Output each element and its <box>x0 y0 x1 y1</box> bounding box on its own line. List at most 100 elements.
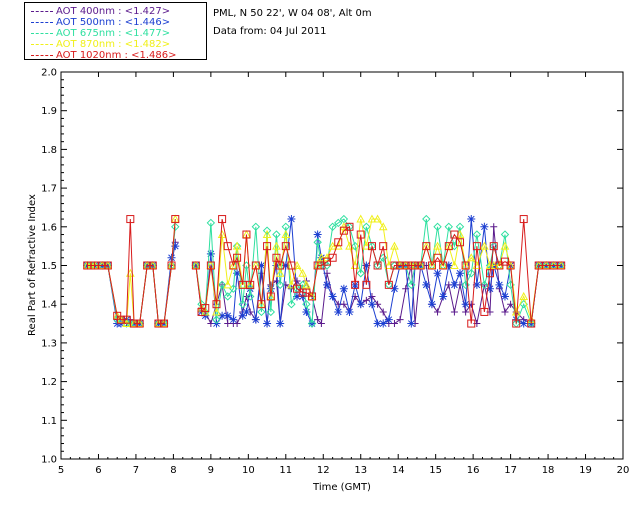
y-tick-label: 1.7 <box>41 184 57 195</box>
data-point <box>362 222 371 232</box>
data-point <box>218 215 227 224</box>
legend-swatch <box>31 10 53 12</box>
data-point <box>407 319 416 328</box>
y-tick-label: 1.8 <box>41 145 57 156</box>
data-point <box>171 242 180 251</box>
data-point <box>233 253 242 262</box>
data-point <box>328 222 337 232</box>
data-point <box>298 268 307 277</box>
data-point <box>444 261 453 270</box>
header-date: Data from: 04 Jul 2011 <box>213 26 327 37</box>
data-point <box>485 284 494 293</box>
data-point <box>444 242 453 251</box>
data-point <box>512 319 521 328</box>
y-axis-title: Real Part of Refractive Index <box>27 194 38 336</box>
data-point <box>480 222 489 231</box>
header-location: PML, N 50 22', W 04 08', Alt 0m <box>213 8 372 19</box>
x-axis-title: Time (GMT) <box>312 482 371 493</box>
legend-item-675: AOT 675nm : <1.477> <box>31 28 170 39</box>
data-point <box>467 269 476 278</box>
legend: AOT 400nm : <1.427> AOT 500nm : <1.446> … <box>24 2 207 61</box>
series-4 <box>83 215 566 328</box>
y-tick-label: 1.0 <box>41 455 57 466</box>
data-point <box>218 311 227 320</box>
legend-label: AOT 870nm : <1.482> <box>56 39 171 50</box>
data-point <box>390 241 399 250</box>
data-point <box>246 280 255 289</box>
data-point <box>276 261 285 270</box>
data-point <box>390 320 398 328</box>
data-point <box>223 242 232 251</box>
data-point <box>356 214 366 223</box>
data-point <box>467 319 476 328</box>
data-point <box>433 222 442 232</box>
data-point <box>98 261 107 270</box>
y-tick-label: 1.1 <box>41 416 57 427</box>
data-point <box>217 280 227 290</box>
data-point <box>450 230 459 239</box>
y-tick-label: 1.5 <box>41 261 57 272</box>
x-tick-label: 13 <box>354 465 367 476</box>
data-point <box>427 300 436 309</box>
data-point <box>356 269 365 278</box>
data-point <box>356 300 365 309</box>
data-point <box>356 230 365 239</box>
data-point <box>334 218 343 228</box>
data-point <box>266 292 275 301</box>
data-point <box>362 280 371 289</box>
data-point <box>500 241 510 250</box>
data-point <box>362 296 370 304</box>
data-point <box>251 222 261 232</box>
data-point <box>314 316 322 324</box>
data-point <box>143 261 152 270</box>
data-point <box>126 215 135 224</box>
data-point <box>450 280 459 289</box>
data-point <box>339 284 348 293</box>
data-point <box>367 242 376 251</box>
data-point <box>519 319 528 328</box>
x-tick-label: 16 <box>467 465 480 476</box>
legend-label: AOT 500nm : <1.446> <box>56 17 171 28</box>
data-point <box>232 241 242 250</box>
data-point <box>287 261 296 270</box>
y-tick-label: 1.2 <box>41 377 57 388</box>
data-point <box>328 292 337 301</box>
data-point <box>167 253 176 262</box>
x-tick-label: 5 <box>58 465 64 476</box>
data-point <box>527 319 536 328</box>
data-point <box>281 229 291 239</box>
data-point <box>263 319 272 328</box>
data-point <box>367 300 376 309</box>
data-point <box>313 230 322 239</box>
data-point <box>456 238 465 247</box>
data-point <box>251 315 260 324</box>
data-point <box>495 280 504 289</box>
legend-item-870: AOT 870nm : <1.482> <box>31 39 170 50</box>
legend-item-1020: AOT 1020nm : <1.486> <box>31 50 176 61</box>
legend-swatch <box>31 21 53 23</box>
data-point <box>160 319 169 328</box>
data-point <box>340 300 348 308</box>
data-point <box>242 307 251 316</box>
data-point <box>167 261 176 270</box>
data-point <box>379 253 388 262</box>
series-layer <box>82 214 566 328</box>
data-point <box>317 320 325 328</box>
data-point <box>191 261 200 270</box>
data-point <box>427 261 436 270</box>
x-tick-label: 17 <box>504 465 517 476</box>
data-point <box>223 311 232 320</box>
data-point <box>472 280 481 289</box>
data-point <box>416 261 425 270</box>
data-point <box>287 215 296 224</box>
series-line <box>195 218 562 326</box>
data-point <box>201 304 210 313</box>
data-point <box>272 230 281 239</box>
data-point <box>345 222 354 231</box>
x-tick-label: 12 <box>317 465 330 476</box>
data-point <box>422 214 431 224</box>
data-point <box>229 261 238 270</box>
data-point <box>242 230 251 239</box>
data-point <box>461 261 470 270</box>
legend-item-500: AOT 500nm : <1.446> <box>31 17 170 28</box>
